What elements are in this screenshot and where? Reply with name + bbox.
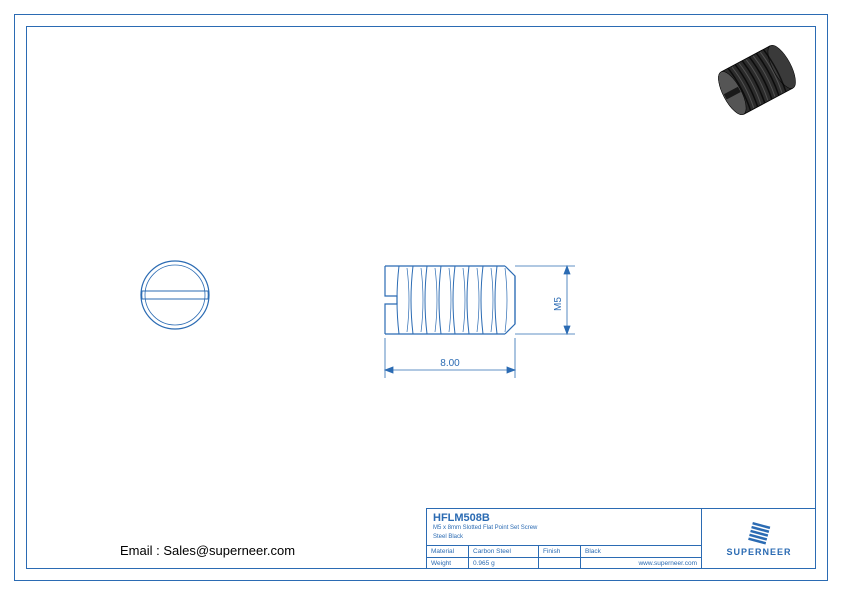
contact-email: Email : Sales@superneer.com [120, 543, 295, 558]
material-value: Carbon Steel [469, 546, 539, 557]
front-view [135, 255, 215, 340]
spec-row-2: Weight 0.965 g www.superneer.com [427, 557, 701, 569]
title-block: HFLM508B M5 x 8mm Slotted Flat Point Set… [426, 508, 816, 569]
drawing-area: M5 8.00 [0, 0, 842, 595]
dim-length: 8.00 [440, 358, 460, 369]
part-desc-1: M5 x 8mm Slotted Flat Point Set Screw [433, 524, 695, 533]
title-block-info: HFLM508B M5 x 8mm Slotted Flat Point Set… [427, 509, 701, 569]
finish-value: Black [581, 546, 701, 557]
brand-url: www.superneer.com [581, 558, 701, 569]
empty-label [539, 558, 581, 569]
material-label: Material [427, 546, 469, 557]
side-view: M5 8.00 [375, 220, 635, 405]
isometric-view [702, 25, 812, 140]
spec-row-1: Material Carbon Steel Finish Black [427, 546, 701, 557]
part-desc-2: Steel Black [433, 533, 695, 542]
weight-label: Weight [427, 558, 469, 569]
brand-block: SUPERNEER [701, 509, 816, 569]
brand-logo-icon [746, 521, 772, 547]
part-number: HFLM508B [433, 512, 695, 524]
part-header: HFLM508B M5 x 8mm Slotted Flat Point Set… [427, 509, 701, 546]
brand-name: SUPERNEER [726, 547, 791, 557]
finish-label: Finish [539, 546, 581, 557]
dim-thread: M5 [553, 297, 564, 311]
weight-value: 0.965 g [469, 558, 539, 569]
